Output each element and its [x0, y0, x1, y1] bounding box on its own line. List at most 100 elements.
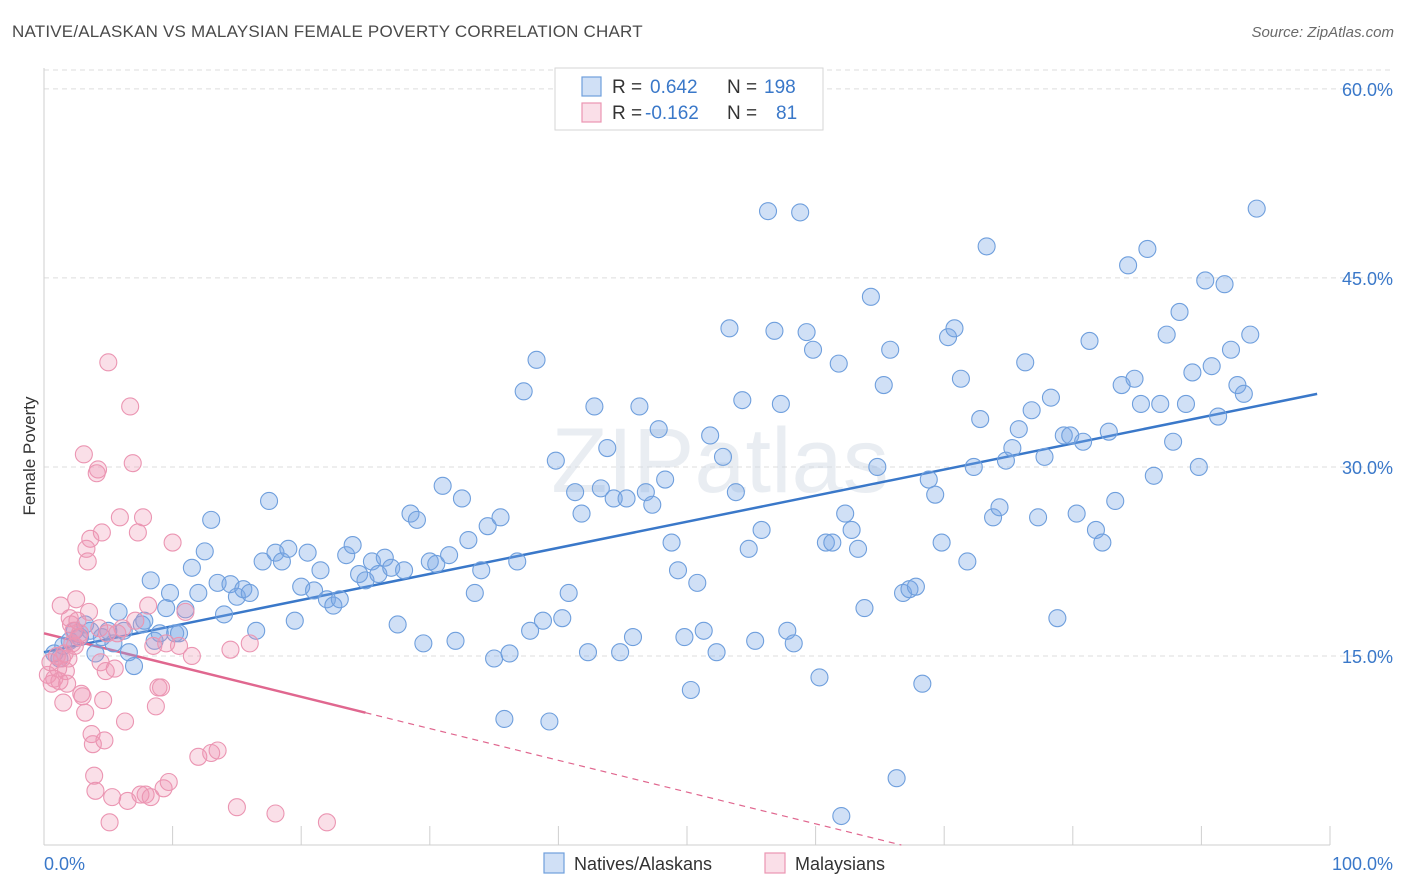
native-point [630, 397, 649, 416]
malaysian-point [108, 624, 127, 643]
y-axis-title: Female Poverty [20, 396, 39, 516]
native-point [311, 561, 330, 580]
natives-trend-line [43, 392, 1318, 654]
malaysian-point [133, 508, 153, 527]
native-point [500, 644, 519, 663]
native-point [842, 520, 861, 540]
native-point [758, 202, 778, 221]
native-point [713, 447, 733, 466]
native-point [1157, 325, 1176, 344]
data-points [38, 199, 1266, 832]
native-point [157, 599, 176, 618]
native-point [887, 769, 906, 788]
native-point [810, 668, 829, 687]
native-point [1183, 363, 1202, 382]
native-point [202, 510, 221, 529]
native-point [797, 323, 816, 342]
native-point [578, 643, 598, 662]
native-point [688, 573, 707, 592]
native-point [977, 237, 996, 256]
native-point [832, 806, 851, 826]
malaysian-point [146, 697, 165, 716]
native-point [305, 581, 324, 600]
native-point [491, 508, 510, 527]
native-point [195, 542, 214, 561]
x-tick-label-max: 100.0% [1332, 854, 1393, 874]
native-point [1048, 609, 1067, 628]
native-point [591, 479, 610, 498]
malaysian-point [85, 766, 104, 785]
native-point [932, 533, 951, 552]
native-point [604, 489, 623, 508]
malaysian-point [103, 788, 122, 807]
malaysian-point [131, 785, 150, 804]
bottom-legend-label-natives: Natives/Alaskans [574, 854, 712, 874]
malaysians-series [38, 353, 336, 832]
chart-title: NATIVE/ALASKAN VS MALAYSIAN FEMALE POVER… [12, 22, 643, 41]
native-point [440, 546, 459, 565]
native-point [746, 631, 765, 650]
native-point [1022, 401, 1041, 420]
native-point [169, 624, 189, 643]
y-tick-label: 15.0% [1342, 647, 1393, 667]
native-point [649, 420, 668, 439]
native-point [533, 611, 553, 630]
native-point [1067, 504, 1086, 523]
native-point [375, 548, 394, 567]
native-point [662, 533, 681, 552]
native-point [407, 510, 426, 529]
native-point [643, 495, 662, 514]
native-point [874, 375, 893, 395]
native-point [1164, 432, 1183, 451]
native-point [926, 485, 945, 504]
malaysian-point [78, 552, 97, 571]
native-point [1247, 199, 1266, 218]
malaysian-point [227, 798, 246, 817]
native-point [478, 517, 497, 536]
native-point [452, 489, 472, 508]
native-point [1221, 340, 1241, 359]
malaysian-point [105, 659, 124, 678]
native-point [1035, 447, 1054, 466]
legend-r-value-malaysians: -0.162 [645, 103, 699, 124]
native-point [823, 533, 842, 552]
native-point [182, 558, 201, 577]
legend-r-label-malaysians: R = [612, 103, 642, 124]
malaysian-point [110, 508, 129, 527]
malaysian-point [58, 674, 77, 693]
malaysian-point [221, 640, 240, 659]
malaysian-point [73, 687, 92, 706]
native-point [906, 577, 925, 596]
malaysian-point [139, 596, 158, 615]
native-point [1176, 394, 1196, 413]
native-point [566, 483, 585, 502]
malaysian-point [240, 634, 259, 653]
native-point [829, 354, 848, 373]
native-point [1241, 325, 1260, 344]
native-point [816, 533, 835, 552]
native-point [160, 583, 180, 603]
malaysian-point [151, 678, 171, 697]
native-point [868, 457, 887, 477]
native-point [240, 583, 259, 603]
native-point [784, 634, 803, 653]
native-point [141, 571, 160, 590]
native-point [1093, 533, 1112, 552]
y-tick-label: 60.0% [1342, 80, 1393, 100]
watermark: ZIPatlas [551, 410, 888, 512]
native-point [1144, 466, 1163, 485]
malaysian-point [74, 445, 93, 464]
native-point [1138, 239, 1157, 258]
malaysian-point [159, 772, 178, 792]
malaysian-point [126, 611, 145, 630]
malaysian-point [115, 712, 135, 731]
native-point [1125, 369, 1144, 388]
legend-swatch-malaysians [581, 102, 602, 123]
native-point [104, 634, 123, 653]
native-point [1041, 388, 1060, 407]
native-point [1189, 457, 1208, 477]
native-point [739, 539, 758, 558]
native-point [508, 552, 527, 571]
native-point [1151, 394, 1170, 413]
